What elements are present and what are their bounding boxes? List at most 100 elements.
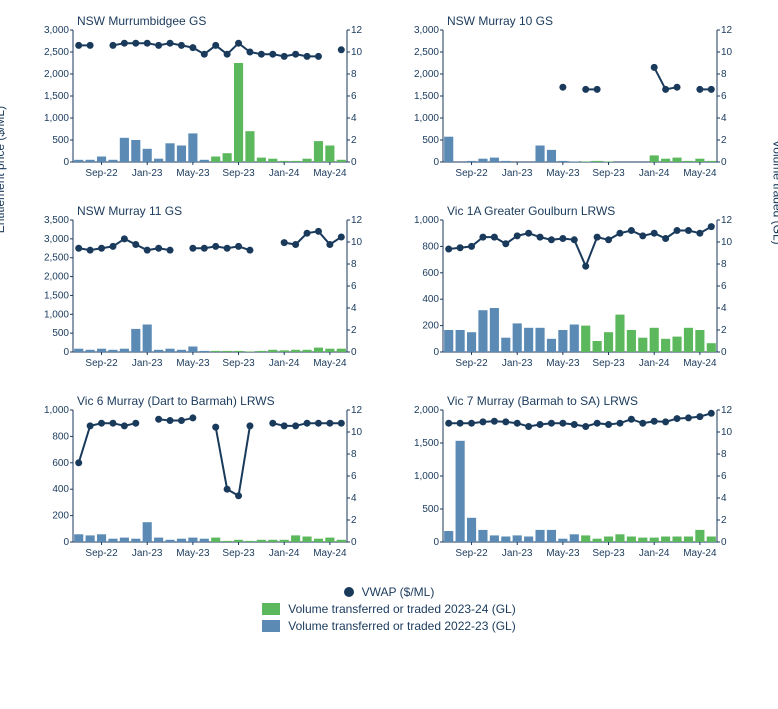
svg-text:500: 500 [52, 328, 69, 339]
svg-text:Sep-22: Sep-22 [455, 548, 488, 559]
svg-text:10: 10 [351, 237, 363, 248]
svg-text:10: 10 [721, 427, 733, 438]
svg-text:Sep-23: Sep-23 [222, 358, 255, 369]
svg-text:Jan-24: Jan-24 [269, 548, 300, 559]
svg-text:2,000: 2,000 [414, 69, 439, 80]
svg-text:0: 0 [351, 347, 357, 358]
svg-text:Sep-23: Sep-23 [592, 168, 625, 179]
svg-text:1,000: 1,000 [414, 471, 439, 482]
svg-text:1,000: 1,000 [414, 113, 439, 124]
svg-text:0: 0 [721, 537, 727, 548]
svg-text:8: 8 [351, 449, 357, 460]
svg-text:Sep-22: Sep-22 [85, 168, 118, 179]
svg-text:Sep-22: Sep-22 [455, 168, 488, 179]
svg-text:4: 4 [721, 113, 727, 124]
svg-text:Jan-23: Jan-23 [502, 168, 533, 179]
svg-text:1,500: 1,500 [414, 438, 439, 449]
svg-text:3,000: 3,000 [414, 25, 439, 36]
svg-text:2,500: 2,500 [414, 47, 439, 58]
svg-text:12: 12 [351, 215, 363, 226]
legend-v2223: Volume transferred or traded 2022-23 (GL… [262, 619, 515, 633]
svg-text:May-23: May-23 [546, 548, 580, 559]
svg-text:1,000: 1,000 [44, 309, 69, 320]
svg-text:2: 2 [351, 135, 357, 146]
chart-4: 02004006008001,000024681012Sep-22Jan-23M… [35, 390, 375, 570]
svg-text:1,500: 1,500 [44, 290, 69, 301]
svg-text:May-23: May-23 [546, 358, 580, 369]
svg-text:Sep-23: Sep-23 [222, 548, 255, 559]
y-right-axis-label: Volume traded (GL) [771, 140, 778, 245]
svg-text:0: 0 [63, 347, 69, 358]
svg-text:8: 8 [721, 69, 727, 80]
svg-text:0: 0 [433, 537, 439, 548]
svg-text:May-24: May-24 [313, 548, 347, 559]
svg-text:Jan-24: Jan-24 [269, 358, 300, 369]
svg-text:0: 0 [351, 537, 357, 548]
svg-text:3,000: 3,000 [44, 234, 69, 245]
svg-text:Jan-23: Jan-23 [132, 548, 163, 559]
svg-text:12: 12 [351, 405, 363, 416]
svg-text:Sep-23: Sep-23 [222, 168, 255, 179]
svg-text:12: 12 [721, 405, 733, 416]
svg-text:1,000: 1,000 [44, 113, 69, 124]
svg-text:Jan-24: Jan-24 [639, 358, 670, 369]
svg-text:10: 10 [351, 47, 363, 58]
svg-text:8: 8 [721, 449, 727, 460]
svg-text:6: 6 [351, 91, 357, 102]
svg-text:0: 0 [351, 157, 357, 168]
svg-text:Sep-23: Sep-23 [592, 358, 625, 369]
svg-text:Jan-24: Jan-24 [269, 168, 300, 179]
svg-text:2: 2 [721, 135, 727, 146]
svg-text:May-23: May-23 [176, 358, 210, 369]
svg-text:May-23: May-23 [176, 168, 210, 179]
svg-text:May-24: May-24 [683, 168, 717, 179]
y-left-axis-label: Entitlement price ($/ML) [0, 106, 7, 233]
svg-text:500: 500 [52, 135, 69, 146]
chart-0: 05001,0001,5002,0002,5003,000024681012Se… [35, 10, 375, 190]
chart-title: NSW Murrumbidgee GS [77, 14, 206, 28]
svg-text:1,500: 1,500 [44, 91, 69, 102]
svg-text:500: 500 [422, 504, 439, 515]
svg-text:4: 4 [721, 303, 727, 314]
svg-text:200: 200 [52, 511, 69, 522]
svg-text:Sep-22: Sep-22 [85, 358, 118, 369]
svg-text:4: 4 [351, 303, 357, 314]
legend-v2223-label: Volume transferred or traded 2022-23 (GL… [288, 619, 515, 633]
legend-v2324-label: Volume transferred or traded 2023-24 (GL… [288, 602, 515, 616]
legend-v2324-icon [262, 603, 280, 615]
chart-5: 05001,0001,5002,000024681012Sep-22Jan-23… [405, 390, 745, 570]
svg-text:2: 2 [351, 325, 357, 336]
svg-text:May-24: May-24 [683, 358, 717, 369]
svg-text:8: 8 [351, 259, 357, 270]
svg-text:Jan-24: Jan-24 [639, 168, 670, 179]
svg-text:2: 2 [721, 515, 727, 526]
svg-text:6: 6 [721, 471, 727, 482]
svg-text:0: 0 [433, 347, 439, 358]
svg-text:400: 400 [52, 484, 69, 495]
svg-text:0: 0 [63, 157, 69, 168]
svg-text:200: 200 [422, 321, 439, 332]
svg-text:1,000: 1,000 [44, 405, 69, 416]
svg-text:Sep-22: Sep-22 [455, 358, 488, 369]
svg-text:Jan-23: Jan-23 [502, 548, 533, 559]
svg-text:800: 800 [422, 241, 439, 252]
svg-text:0: 0 [433, 157, 439, 168]
legend-vwap: VWAP ($/ML) [344, 585, 435, 599]
chart-1: 05001,0001,5002,0002,5003,000024681012Se… [405, 10, 745, 190]
chart-title: Vic 6 Murray (Dart to Barmah) LRWS [77, 394, 275, 408]
svg-text:May-24: May-24 [313, 358, 347, 369]
svg-text:2: 2 [721, 325, 727, 336]
svg-text:4: 4 [351, 113, 357, 124]
legend: VWAP ($/ML) Volume transferred or traded… [10, 585, 768, 633]
chart-title: Vic 1A Greater Goulburn LRWS [447, 204, 615, 218]
svg-text:4: 4 [351, 493, 357, 504]
svg-text:800: 800 [52, 431, 69, 442]
svg-text:6: 6 [721, 91, 727, 102]
svg-text:2,500: 2,500 [44, 47, 69, 58]
svg-text:May-23: May-23 [546, 168, 580, 179]
svg-text:Jan-23: Jan-23 [132, 358, 163, 369]
svg-text:Sep-22: Sep-22 [85, 548, 118, 559]
svg-text:6: 6 [351, 281, 357, 292]
legend-vwap-label: VWAP ($/ML) [362, 585, 435, 599]
chart-grid: 0 500 1,000 1,500 2,000 2,500 3,000 0 2 4 6 8 10 12 Se… [35, 10, 743, 570]
